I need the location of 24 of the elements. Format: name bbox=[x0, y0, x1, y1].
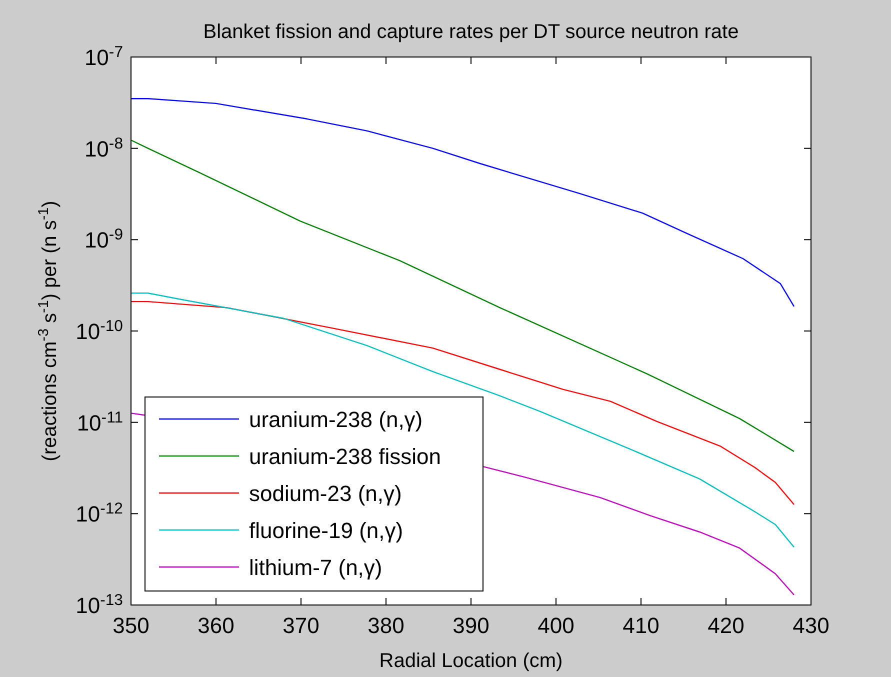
chart-title: Blanket fission and capture rates per DT source neutron rate bbox=[203, 21, 739, 43]
legend-label: lithium-7 (n,γ) bbox=[249, 555, 382, 580]
x-tick-label: 410 bbox=[622, 613, 660, 638]
legend-label: uranium-238 fission bbox=[249, 444, 441, 469]
line-series bbox=[131, 98, 795, 307]
y-tick-label: 10$^{-9}$ bbox=[84, 226, 124, 253]
y-tick-label: 10$^{-10}$ bbox=[76, 318, 124, 344]
y-tick-label: 10$^{-8}$ bbox=[84, 134, 124, 162]
legend-label: fluorine-19 (n,γ) bbox=[249, 518, 404, 543]
x-tick-label: 380 bbox=[368, 613, 404, 638]
x-tick-label: 430 bbox=[792, 613, 830, 638]
x-tick-label: 370 bbox=[282, 613, 320, 638]
y-tick-label: 10$^{-12}$ bbox=[76, 500, 123, 527]
x-axis-title: Radial Location (cm) bbox=[379, 650, 563, 672]
x-tick-label: 420 bbox=[708, 613, 744, 638]
legend-label: uranium-238 (n,γ) bbox=[249, 407, 423, 432]
x-tick-label: 360 bbox=[198, 613, 234, 638]
y-tick-label: 10$^{-11}$ bbox=[76, 408, 124, 436]
x-tick-label: 400 bbox=[538, 613, 574, 638]
x-tick-label: 390 bbox=[452, 613, 490, 638]
line-series bbox=[131, 300, 795, 506]
legend-label: sodium-23 (n,γ) bbox=[249, 481, 402, 506]
y-tick-label: 10$^{-7}$ bbox=[84, 44, 123, 70]
line-series bbox=[131, 292, 795, 548]
